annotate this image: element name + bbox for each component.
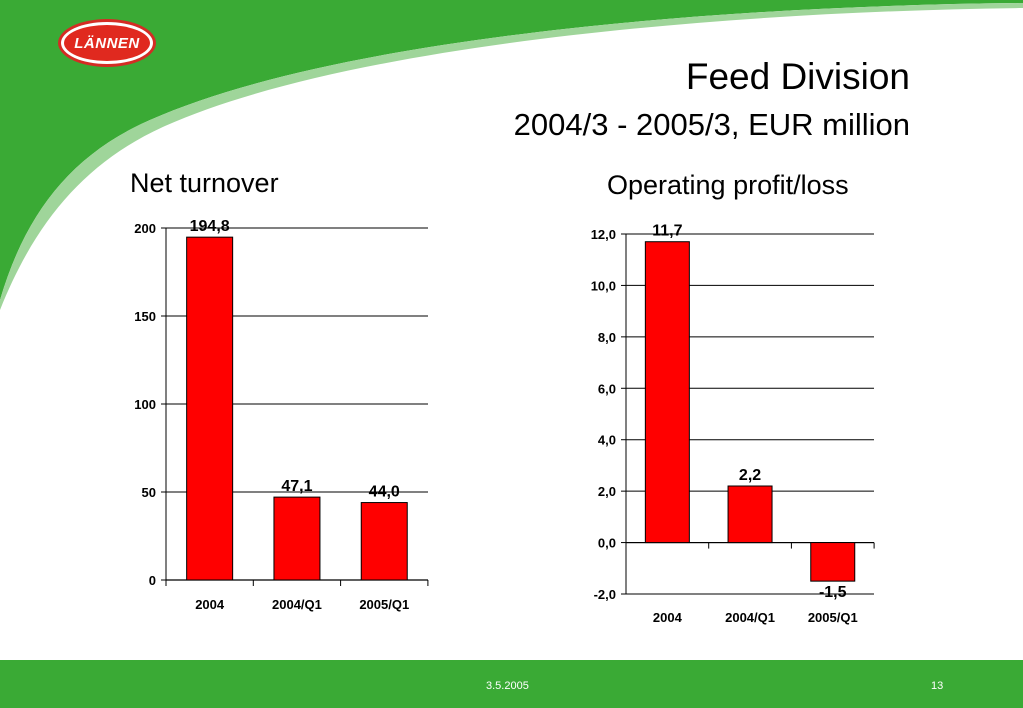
y-tick-label: 100 xyxy=(134,397,156,412)
logo-text: LÄNNEN xyxy=(74,34,140,52)
bar-2004/Q1 xyxy=(727,485,773,544)
x-tick-label: 2004 xyxy=(195,597,225,612)
page-subtitle: 2004/3 - 2005/3, EUR million xyxy=(513,107,910,142)
data-label: 2,2 xyxy=(739,467,761,484)
data-label: 47,1 xyxy=(281,478,312,495)
y-tick-label: 2,0 xyxy=(598,484,616,499)
bar-2004 xyxy=(644,241,690,544)
y-tick-label: -2,0 xyxy=(594,587,616,602)
y-tick-label: 12,0 xyxy=(591,227,616,242)
data-label: -1,5 xyxy=(819,584,847,601)
y-tick-label: 50 xyxy=(142,485,156,500)
x-tick-label: 2004/Q1 xyxy=(272,597,322,612)
chart-title-operating-profit: Operating profit/loss xyxy=(607,170,849,200)
data-label: 11,7 xyxy=(652,223,682,240)
data-label: 44,0 xyxy=(369,484,400,501)
y-tick-label: 200 xyxy=(134,221,156,236)
chart-title-net-turnover: Net turnover xyxy=(130,168,279,198)
y-tick-label: 0 xyxy=(149,573,156,588)
x-tick-label: 2004 xyxy=(653,610,683,625)
y-tick-label: 4,0 xyxy=(598,433,616,448)
data-label: 194,8 xyxy=(190,218,230,235)
x-tick-label: 2005/Q1 xyxy=(808,610,858,625)
footer-date: 3.5.2005 xyxy=(486,680,529,692)
lannen-logo: LÄNNEN xyxy=(58,19,156,67)
x-tick-label: 2004/Q1 xyxy=(725,610,775,625)
page-title: Feed Division xyxy=(685,56,910,97)
bar-2005/Q1 xyxy=(810,542,856,582)
footer-bar xyxy=(0,660,1023,708)
y-tick-label: 150 xyxy=(134,309,156,324)
y-tick-label: 6,0 xyxy=(598,381,616,396)
y-tick-label: 10,0 xyxy=(591,278,616,293)
bar-2004 xyxy=(186,236,234,581)
y-tick-label: 8,0 xyxy=(598,330,616,345)
bar-2004/Q1 xyxy=(273,496,321,581)
footer-page-number: 13 xyxy=(931,680,944,692)
x-tick-label: 2005/Q1 xyxy=(359,597,409,612)
y-tick-label: 0,0 xyxy=(598,536,616,551)
bar-2005/Q1 xyxy=(360,502,408,581)
